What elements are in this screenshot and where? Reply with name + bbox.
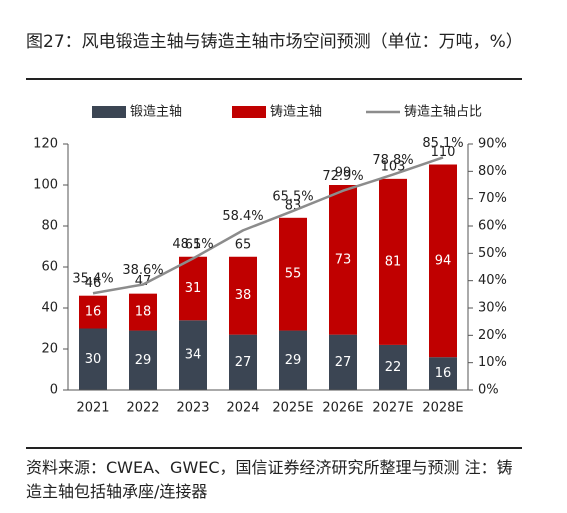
share-line-path xyxy=(92,156,444,295)
y-right-tick-label: 90% xyxy=(478,137,507,152)
bar-total-label: 99 xyxy=(335,166,352,181)
y-left-tick-label: 20 xyxy=(41,342,58,357)
y-right-tick-label: 30% xyxy=(478,301,507,316)
bar-cast xyxy=(279,217,307,331)
bar-forged-label: 29 xyxy=(285,353,302,368)
y-axis-left: 0 20 40 60 80 100 120 xyxy=(33,137,69,398)
bar-total-label: 65 xyxy=(185,237,202,252)
bar-forged xyxy=(379,344,407,390)
bar-forged-label: 34 xyxy=(185,348,202,363)
bar-cast xyxy=(129,293,157,331)
bar-total-label: 65 xyxy=(235,237,252,252)
bar-cast-label: 94 xyxy=(435,253,452,268)
share-line: 35.4% 38.6% 48.1% 58.4% 65.5% 72.9% 78.8% 85.1% xyxy=(72,136,464,295)
bar-cast-label: 73 xyxy=(335,252,352,267)
share-point-label: 48.1% xyxy=(172,237,213,252)
bar-cast-label: 18 xyxy=(135,305,152,320)
y-right-tick-label: 60% xyxy=(478,219,507,234)
bar-cast xyxy=(79,295,107,329)
share-point-label: 85.1% xyxy=(422,136,463,151)
bar-cast-label: 55 xyxy=(285,267,302,282)
share-point-label: 65.5% xyxy=(272,189,313,204)
bar-cast-label: 16 xyxy=(85,305,102,320)
share-point-label: 35.4% xyxy=(72,272,113,287)
legend-swatch-cast xyxy=(232,106,266,118)
x-tick-label: 2026E xyxy=(322,401,363,416)
bar-total-label: 103 xyxy=(381,159,406,174)
bar-forged xyxy=(129,330,157,390)
y-axis-right: 0% 10% 20% 30% 40% 50% 60% 70% 80% 90% xyxy=(467,137,507,398)
x-tick-label: 2027E xyxy=(372,401,413,416)
bar-cast xyxy=(229,256,257,335)
legend: 锻造主轴 铸造主轴 铸造主轴占比 xyxy=(92,104,482,120)
x-axis: 2021 2022 2023 2024 2025E 2026E 2027E 2028E xyxy=(68,389,468,416)
y-left-tick-label: 80 xyxy=(41,219,58,234)
x-tick-label: 2024 xyxy=(226,401,259,416)
y-right-tick-label: 0% xyxy=(478,383,499,398)
source-divider xyxy=(26,447,522,449)
bar-cast xyxy=(329,185,357,335)
chart-title: 图27：风电锻造主轴与铸造主轴市场空间预测（单位：万吨，%） xyxy=(26,32,523,52)
bar-forged xyxy=(179,320,207,390)
legend-label-forged: 锻造主轴 xyxy=(130,105,182,120)
bar-forged-label: 27 xyxy=(235,355,252,370)
y-left-tick-label: 120 xyxy=(33,137,58,152)
share-point-label: 58.4% xyxy=(222,209,263,224)
bar-cast-label: 31 xyxy=(185,281,202,296)
bar-cast xyxy=(429,164,457,358)
bar-cast xyxy=(179,256,207,321)
bar-cast-label: 81 xyxy=(385,254,402,269)
bars: 3016462918473431652738652955832773992281… xyxy=(79,145,457,390)
y-right-tick-label: 10% xyxy=(478,355,507,370)
bar-forged xyxy=(429,357,457,390)
x-tick-label: 2021 xyxy=(76,401,109,416)
bar-total-label: 46 xyxy=(85,276,102,291)
share-point-label: 38.6% xyxy=(122,263,163,278)
legend-swatch-forged xyxy=(92,106,126,118)
bar-total-label: 110 xyxy=(431,145,456,160)
y-right-tick-label: 50% xyxy=(478,246,507,261)
x-tick-label: 2028E xyxy=(422,401,463,416)
legend-label-cast: 铸造主轴 xyxy=(270,104,322,120)
x-tick-label: 2023 xyxy=(176,401,209,416)
chart: 锻造主轴 铸造主轴 铸造主轴占比 0 20 40 60 80 100 120 0% 10% 20% 3… xyxy=(33,104,507,416)
y-right-tick-label: 80% xyxy=(478,164,507,179)
y-right-tick-label: 70% xyxy=(478,191,507,206)
y-right-tick-label: 20% xyxy=(478,328,507,343)
bar-forged xyxy=(79,328,107,390)
y-left-tick-label: 100 xyxy=(33,178,58,193)
title-divider xyxy=(26,78,522,80)
share-point-label: 78.8% xyxy=(372,153,413,168)
bar-cast-label: 38 xyxy=(235,288,252,303)
x-tick-label: 2022 xyxy=(126,401,159,416)
bar-cast xyxy=(379,178,407,345)
share-point-label: 72.9% xyxy=(322,169,363,184)
bar-forged-label: 30 xyxy=(85,352,102,367)
bar-forged xyxy=(329,334,357,390)
y-left-tick-label: 40 xyxy=(41,301,58,316)
bar-forged-label: 16 xyxy=(435,366,452,381)
bar-forged xyxy=(279,330,307,390)
y-left-tick-label: 60 xyxy=(41,260,58,275)
legend-label-share: 铸造主轴占比 xyxy=(404,104,482,120)
x-tick-label: 2025E xyxy=(272,401,313,416)
bar-forged-label: 27 xyxy=(335,355,352,370)
bar-forged-label: 29 xyxy=(135,353,152,368)
y-left-tick-label: 0 xyxy=(50,383,58,398)
source-note: 资料来源：CWEA、GWEC，国信证券经济研究所整理与预测 注：铸造主轴包括轴承… xyxy=(26,458,513,501)
y-right-tick-label: 40% xyxy=(478,273,507,288)
bar-forged xyxy=(229,334,257,390)
bar-forged-label: 22 xyxy=(385,360,402,375)
